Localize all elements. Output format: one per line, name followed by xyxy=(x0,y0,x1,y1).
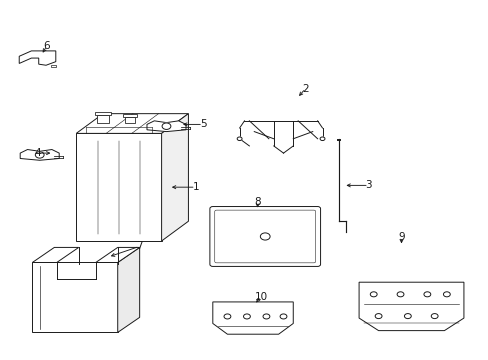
Text: 1: 1 xyxy=(192,182,199,192)
Polygon shape xyxy=(19,51,56,65)
Bar xyxy=(97,115,109,122)
Bar xyxy=(125,117,135,122)
Circle shape xyxy=(396,292,403,297)
Circle shape xyxy=(243,314,250,319)
Polygon shape xyxy=(212,302,293,334)
Polygon shape xyxy=(51,65,56,67)
Text: 10: 10 xyxy=(254,292,267,302)
Circle shape xyxy=(430,314,437,319)
Circle shape xyxy=(443,292,449,297)
Polygon shape xyxy=(118,247,140,332)
Circle shape xyxy=(423,292,430,297)
Text: 7: 7 xyxy=(136,241,142,251)
Polygon shape xyxy=(358,282,463,330)
Bar xyxy=(123,114,137,117)
FancyBboxPatch shape xyxy=(214,210,315,263)
Text: 9: 9 xyxy=(397,232,404,242)
Text: 3: 3 xyxy=(365,180,371,190)
Text: 5: 5 xyxy=(199,120,206,129)
Circle shape xyxy=(162,123,170,130)
Polygon shape xyxy=(20,149,59,160)
Circle shape xyxy=(320,137,325,140)
Text: 8: 8 xyxy=(254,197,261,207)
FancyBboxPatch shape xyxy=(209,207,320,266)
Polygon shape xyxy=(76,134,161,241)
Circle shape xyxy=(280,314,286,319)
Bar xyxy=(95,112,111,115)
Circle shape xyxy=(374,314,381,319)
Circle shape xyxy=(369,292,376,297)
Circle shape xyxy=(237,137,242,140)
Polygon shape xyxy=(96,247,140,262)
Text: 6: 6 xyxy=(43,41,50,50)
Polygon shape xyxy=(32,247,79,262)
Polygon shape xyxy=(76,114,188,134)
Text: 4: 4 xyxy=(34,148,41,158)
Polygon shape xyxy=(32,262,118,332)
Text: 2: 2 xyxy=(302,84,308,94)
Polygon shape xyxy=(161,114,188,241)
Polygon shape xyxy=(147,121,185,132)
Circle shape xyxy=(263,314,269,319)
Circle shape xyxy=(224,314,230,319)
Circle shape xyxy=(404,314,410,319)
Circle shape xyxy=(260,233,269,240)
Circle shape xyxy=(35,152,44,158)
